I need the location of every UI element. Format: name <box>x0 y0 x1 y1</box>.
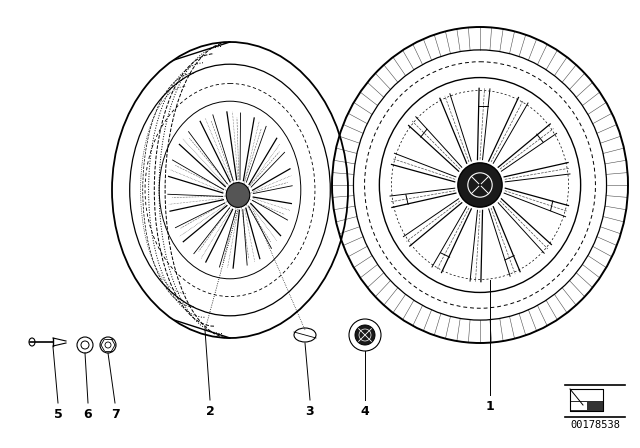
Text: 4: 4 <box>360 405 369 418</box>
Text: 3: 3 <box>306 405 314 418</box>
Text: 7: 7 <box>111 408 120 421</box>
Text: 00178538: 00178538 <box>570 420 620 430</box>
Polygon shape <box>570 401 603 411</box>
Text: 5: 5 <box>54 408 62 421</box>
Text: 6: 6 <box>84 408 92 421</box>
Polygon shape <box>570 402 587 410</box>
Text: 2: 2 <box>205 405 214 418</box>
Ellipse shape <box>226 183 250 207</box>
Circle shape <box>355 325 375 345</box>
Circle shape <box>458 163 502 207</box>
Text: 1: 1 <box>486 400 494 413</box>
